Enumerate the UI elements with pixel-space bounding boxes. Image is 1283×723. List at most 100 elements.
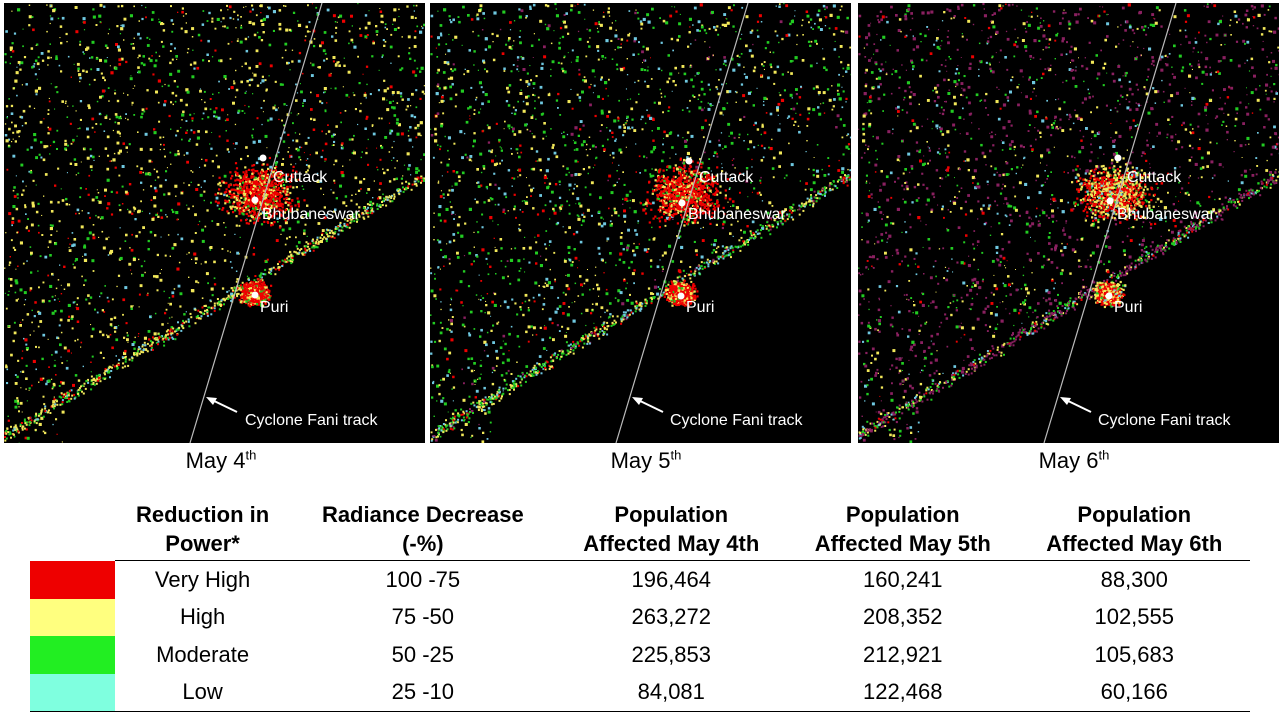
light-pixel xyxy=(237,195,240,198)
light-pixel xyxy=(163,344,166,347)
light-pixel xyxy=(104,188,107,192)
light-pixel xyxy=(430,267,432,269)
light-pixel xyxy=(130,269,132,271)
light-pixel xyxy=(384,23,387,25)
light-pixel xyxy=(282,158,285,160)
light-pixel xyxy=(49,284,53,288)
light-pixel xyxy=(113,365,116,368)
light-pixel xyxy=(24,338,28,342)
light-pixel xyxy=(28,4,31,6)
light-pixel xyxy=(278,196,281,199)
light-pixel xyxy=(90,56,94,59)
light-pixel xyxy=(485,304,488,307)
light-pixel xyxy=(694,39,697,41)
light-pixel xyxy=(60,284,62,286)
light-pixel xyxy=(61,100,64,103)
light-pixel xyxy=(74,163,78,166)
light-pixel xyxy=(131,212,134,215)
light-pixel xyxy=(276,202,279,205)
light-pixel xyxy=(253,191,256,194)
light-pixel xyxy=(276,217,279,220)
light-pixel xyxy=(232,211,235,214)
light-pixel xyxy=(228,88,230,90)
light-pixel xyxy=(266,191,270,195)
light-pixel xyxy=(170,326,174,329)
light-pixel xyxy=(160,236,162,238)
light-pixel xyxy=(236,295,239,298)
light-pixel xyxy=(151,11,155,14)
light-pixel xyxy=(255,286,258,289)
light-pixel xyxy=(473,113,476,115)
light-pixel xyxy=(60,396,63,399)
light-pixel xyxy=(5,30,8,33)
light-pixel xyxy=(139,171,142,174)
light-pixel xyxy=(92,270,95,272)
light-pixel xyxy=(647,66,649,68)
light-pixel xyxy=(228,196,230,198)
light-pixel xyxy=(538,285,540,287)
light-pixel xyxy=(489,183,492,186)
light-pixel xyxy=(118,58,122,62)
light-pixel xyxy=(217,183,220,186)
light-pixel xyxy=(292,139,294,142)
light-pixel xyxy=(172,327,175,330)
light-pixel xyxy=(118,358,121,361)
light-pixel xyxy=(640,118,642,121)
light-pixel xyxy=(398,8,400,11)
light-pixel xyxy=(266,193,269,196)
light-pixel xyxy=(664,224,667,227)
light-pixel xyxy=(211,220,214,222)
light-pixel xyxy=(614,211,618,215)
light-pixel xyxy=(20,163,24,167)
light-pixel xyxy=(83,29,86,31)
light-pixel xyxy=(817,106,820,109)
light-pixel xyxy=(126,332,128,334)
light-pixel xyxy=(93,159,95,161)
light-pixel xyxy=(21,125,24,127)
light-pixel xyxy=(92,224,95,226)
light-pixel xyxy=(124,365,127,368)
light-pixel xyxy=(390,195,393,198)
light-pixel xyxy=(420,66,424,70)
light-pixel xyxy=(254,182,257,185)
light-pixel xyxy=(108,100,110,102)
light-pixel xyxy=(355,211,359,215)
light-pixel xyxy=(241,188,244,191)
light-pixel xyxy=(71,232,74,234)
light-pixel xyxy=(140,167,143,170)
light-pixel xyxy=(50,56,52,59)
light-pixel xyxy=(124,190,128,194)
light-pixel xyxy=(777,102,781,106)
light-pixel xyxy=(327,235,330,238)
light-pixel xyxy=(519,30,522,32)
light-pixel xyxy=(272,212,275,215)
light-pixel xyxy=(239,284,242,287)
light-pixel xyxy=(12,87,15,90)
light-pixel xyxy=(96,189,98,191)
light-pixel xyxy=(162,45,165,48)
light-pixel xyxy=(410,174,412,176)
light-pixel xyxy=(248,78,251,82)
light-pixel xyxy=(242,195,245,198)
light-pixel xyxy=(295,170,298,173)
light-pixel xyxy=(56,433,58,435)
light-pixel xyxy=(253,180,256,184)
light-pixel xyxy=(400,177,403,180)
light-pixel xyxy=(28,424,31,427)
light-pixel xyxy=(415,89,418,92)
light-pixel xyxy=(16,399,19,403)
light-pixel xyxy=(274,169,277,172)
light-pixel xyxy=(168,114,171,118)
light-pixel xyxy=(368,10,370,12)
city-dot-puri xyxy=(251,291,259,299)
light-pixel xyxy=(132,43,135,45)
light-pixel xyxy=(34,73,37,76)
light-pixel xyxy=(10,353,13,357)
light-pixel xyxy=(231,174,234,178)
light-pixel xyxy=(244,104,246,107)
light-pixel xyxy=(409,126,412,129)
light-pixel xyxy=(99,123,102,126)
light-pixel xyxy=(750,54,754,58)
light-pixel xyxy=(61,381,65,385)
light-pixel xyxy=(143,336,147,340)
